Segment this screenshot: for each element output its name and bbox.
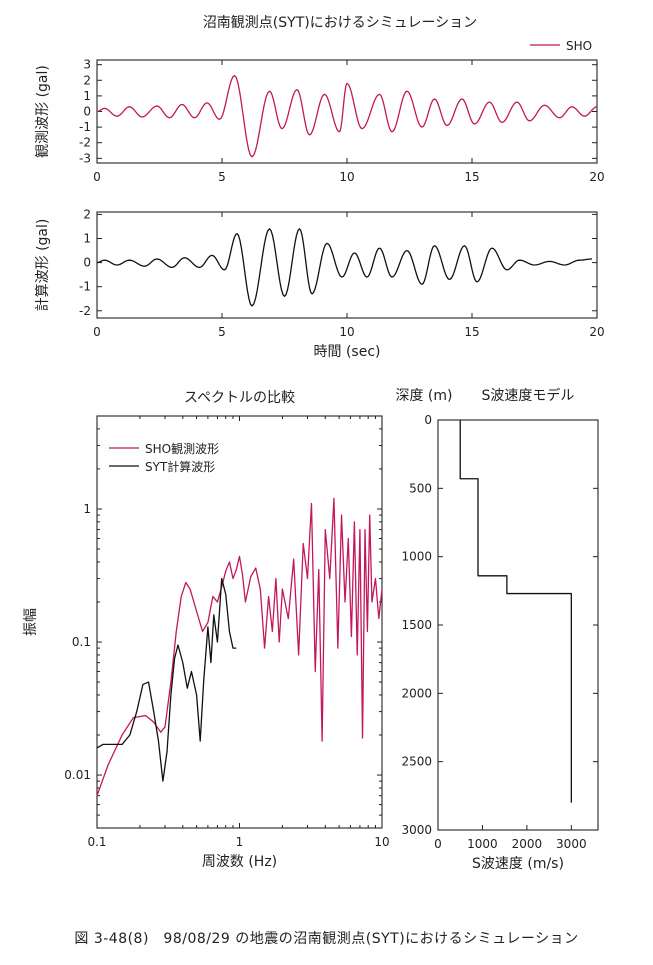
y-tick-label: -2 xyxy=(79,304,91,318)
legend-label: SYT計算波形 xyxy=(145,459,215,474)
chart-title: スペクトルの比較 xyxy=(184,390,295,406)
chart-velocity-model: 0 1000 2000 3000050010001500200025003000深度 … xyxy=(395,387,599,872)
y-tick-label: -1 xyxy=(79,120,91,134)
x-tick-label: 2000 xyxy=(512,837,543,851)
legend-label: SHO xyxy=(566,39,592,53)
chart-title: S波速度モデル xyxy=(482,387,575,404)
x-axis-label: S波速度 (m/s) xyxy=(472,856,564,872)
y-axis-label: 振幅 xyxy=(23,608,39,636)
x-tick-label: 20 xyxy=(589,325,604,339)
y-tick-label: 1 xyxy=(83,502,91,516)
series-line-profile xyxy=(459,420,572,803)
x-tick-label: 1000 xyxy=(467,837,498,851)
x-tick-label: 20 xyxy=(589,170,604,184)
x-tick-label: 10 xyxy=(374,835,389,849)
y-tick-label: 2 xyxy=(83,207,91,221)
y-tick-label: 0 xyxy=(424,413,432,427)
series-line-named xyxy=(96,74,598,158)
x-tick-label: 0 xyxy=(93,325,101,339)
y-tick-label: 1000 xyxy=(401,550,432,564)
y-tick-label: 1 xyxy=(83,232,91,246)
x-axis-label: 時間 (sec) xyxy=(314,344,381,360)
series-line-named xyxy=(96,577,237,782)
y-tick-label: -2 xyxy=(79,136,91,150)
y-axis-label: 観測波形 (gal) xyxy=(34,65,51,158)
y-tick-label: 0.01 xyxy=(64,768,91,782)
plot-frame xyxy=(437,419,599,831)
plot-frame xyxy=(96,211,598,319)
y-tick-label: -3 xyxy=(79,151,91,165)
figure-title: 沼南観測点(SYT)におけるシミュレーション xyxy=(203,14,477,31)
y-tick-label: -1 xyxy=(79,280,91,294)
x-tick-label: 0 xyxy=(434,837,442,851)
y-tick-label: 3000 xyxy=(401,823,432,837)
y-tick-label: 2500 xyxy=(401,755,432,769)
x-axis-label: 周波数 (Hz) xyxy=(202,854,277,870)
x-tick-label: 15 xyxy=(464,325,479,339)
x-tick-label: 5 xyxy=(218,325,226,339)
plot-frame xyxy=(96,59,598,164)
y-tick-label: 1500 xyxy=(401,618,432,632)
y-tick-label: 1 xyxy=(83,89,91,103)
y-tick-label: 500 xyxy=(409,481,432,495)
y-tick-label: 2 xyxy=(83,73,91,87)
y-tick-label: 2000 xyxy=(401,686,432,700)
y-tick-label: 0 xyxy=(83,105,91,119)
x-tick-label: 1 xyxy=(236,835,244,849)
series-line-named xyxy=(96,497,383,796)
x-tick-label: 15 xyxy=(464,170,479,184)
chart-computed: 0 5 10 15 20 -2 -1 0 1 2 計算波形 (gal) 時間 (sec) xyxy=(35,207,605,360)
x-tick-label: 10 xyxy=(339,325,354,339)
x-tick-label: 3000 xyxy=(556,837,587,851)
figure-caption: 図 3-48(8) 98/08/29 の地震の沼南観測点(SYT)におけるシミュ… xyxy=(74,931,579,947)
x-tick-label: 5 xyxy=(218,170,226,184)
y-tick-label: 3 xyxy=(83,58,91,72)
plot-frame xyxy=(96,415,383,829)
x-tick-label: 0.1 xyxy=(87,835,106,849)
x-tick-label: 10 xyxy=(339,170,354,184)
x-tick-label: 0 xyxy=(93,170,101,184)
y-axis-label: 深度 (m) xyxy=(395,388,452,404)
y-axis-label: 計算波形 (gal) xyxy=(35,219,51,312)
series-line-named xyxy=(96,228,593,307)
y-tick-label: 0.1 xyxy=(72,635,91,649)
y-tick-label: 0 xyxy=(83,256,91,270)
legend-label: SHO観測波形 xyxy=(145,442,219,456)
